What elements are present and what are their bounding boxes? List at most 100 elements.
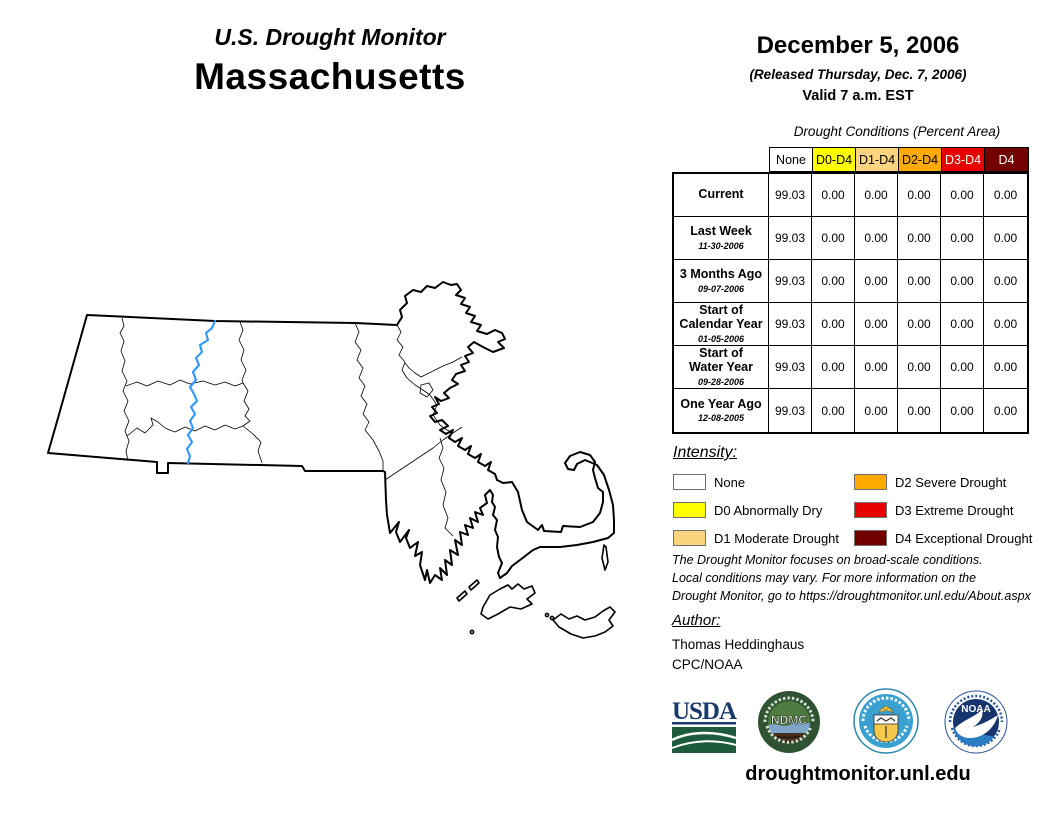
noaa-logo-text: NOAA [961,704,990,715]
islands [456,544,616,639]
value-cell: 0.00 [941,303,984,346]
small-islet [544,612,550,618]
valid-time: Valid 7 a.m. EST [802,88,914,104]
value-cell: 0.00 [855,346,898,389]
value-cell: 0.00 [984,217,1027,260]
ndmc-logo: NDMC [758,691,820,753]
value-cell: 0.00 [898,346,941,389]
table-header-row: None D0-D4 D1-D4 D2-D4 D3-D4 D4 [769,147,1029,172]
map-date: December 5, 2006 [756,32,960,59]
value-cell: 0.00 [898,389,941,432]
state-name-title: Massachusetts [194,56,466,97]
legend-label: D4 Exceptional Drought [895,530,1033,546]
value-cell: 99.03 [769,389,812,432]
row-label: Last Week 11-30-2006 [674,217,769,260]
legend-color-swatch [673,474,706,490]
elizabeth-islands [456,579,480,602]
value-cell: 0.00 [855,389,898,432]
value-cell: 0.00 [941,389,984,432]
value-cell: 0.00 [984,260,1027,303]
ndmc-logo-text: NDMC [771,713,807,727]
value-cell: 0.00 [993,403,1018,418]
legend-item: None [673,468,854,496]
monomoy-island [601,544,609,571]
legend-color-swatch [854,530,887,546]
value-cell: 0.00 [941,174,984,217]
column-header-d3-d4: D3-D4 [942,148,985,171]
legend-heading: Intensity: [673,444,738,461]
nantucket [552,606,616,639]
row-label: 3 Months Ago 09-07-2006 [674,260,769,303]
disclaimer-line: Drought Monitor, go to https://droughtmo… [672,589,1031,604]
value-cell: 0.00 [812,389,855,432]
column-header-d2-d4: D2-D4 [899,148,942,171]
value-cell: 0.00 [855,174,898,217]
legend-label: None [714,474,746,490]
value-cell: 0.00 [941,346,984,389]
value-cell: 99.03 [769,346,812,389]
value-cell: 0.00 [984,174,1027,217]
state-map-svg [47,281,616,639]
value-cell: 0.00 [984,303,1027,346]
usda-logo-text: USDA [672,698,737,725]
value-cell: 0.00 [812,346,855,389]
massachusetts-drought-map [25,270,650,670]
value-cell: 0.00 [855,217,898,260]
row-label: One Year Ago 12-08-2005 [674,389,769,432]
state-outline [47,281,615,584]
date-block: December 5, 2006 (Released Thursday, Dec… [660,32,1056,104]
title-block: U.S. Drought Monitor Massachusetts [0,24,660,98]
legend-item: D4 Exceptional Drought [854,524,1032,552]
intensity-legend: None D0 Abnormally Dry D1 Moderate Drought… [673,468,1032,552]
disclaimer-line: The Drought Monitor focuses on broad-sca… [672,553,983,567]
value-cell: 0.00 [855,303,898,346]
disclaimer-text: The Drought Monitor focuses on broad-sca… [672,551,1031,605]
release-date: (Released Thursday, Dec. 7, 2006) [749,67,967,82]
row-label: Start of Calendar Year 01-05-2006 [674,303,769,346]
value-cell: 99.03 [769,303,812,346]
legend-label: D2 Severe Drought [895,474,1007,490]
legend-label: D0 Abnormally Dry [714,502,823,518]
commerce-dept-logo [853,688,919,754]
value-cell: 0.00 [812,217,855,260]
value-cell: 0.00 [984,346,1027,389]
value-cell: 0.00 [898,260,941,303]
row-label: Start of Water Year 09-28-2006 [674,346,769,389]
legend-label: D3 Extreme Drought [895,502,1014,518]
legend-item: D3 Extreme Drought [854,496,1032,524]
legend-item: D2 Severe Drought [854,468,1032,496]
column-header-d4: D4 [985,148,1028,171]
small-islet [549,615,555,621]
author-organization: CPC/NOAA [672,657,743,672]
legend-color-swatch [673,502,706,518]
legend-color-swatch [854,502,887,518]
legend-color-swatch [673,530,706,546]
report-title: U.S. Drought Monitor [214,24,446,50]
value-cell: 0.00 [898,303,941,346]
author-heading: Author: [672,612,721,629]
legend-color-swatch [854,474,887,490]
disclaimer-line: Local conditions may vary. For more info… [672,571,977,586]
value-cell: 0.00 [898,174,941,217]
value-cell: 0.00 [941,217,984,260]
drought-conditions-table: None D0-D4 D1-D4 D2-D4 D3-D4 D4 Current 99.03 0… [672,147,1029,434]
author-block: Author: Thomas Heddinghaus CPC/NOAA [672,612,804,672]
legend-label: D1 Moderate Drought [714,530,840,546]
legend-item: D1 Moderate Drought [673,524,854,552]
marthas-vineyard [480,583,536,620]
value-cell: 0.00 [812,260,855,303]
noaa-logo: NOAA [944,690,1008,754]
value-cell: 0.00 [812,174,855,217]
usda-logo: USDA [671,698,738,753]
table-body: Current 99.03 0.00 0.00 0.00 0.00 0.00 Last Wee… [672,172,1029,434]
value-cell: 0.00 [812,303,855,346]
small-islet [469,629,475,635]
value-cell: 99.03 [769,217,812,260]
value-cell: 99.03 [769,260,812,303]
value-cell: 0.00 [941,260,984,303]
row-label: Current [674,174,769,217]
column-header-none: None [770,148,813,171]
value-cell: 99.03 [769,174,812,217]
drought-monitor-url: droughtmonitor.unl.edu [745,763,971,785]
